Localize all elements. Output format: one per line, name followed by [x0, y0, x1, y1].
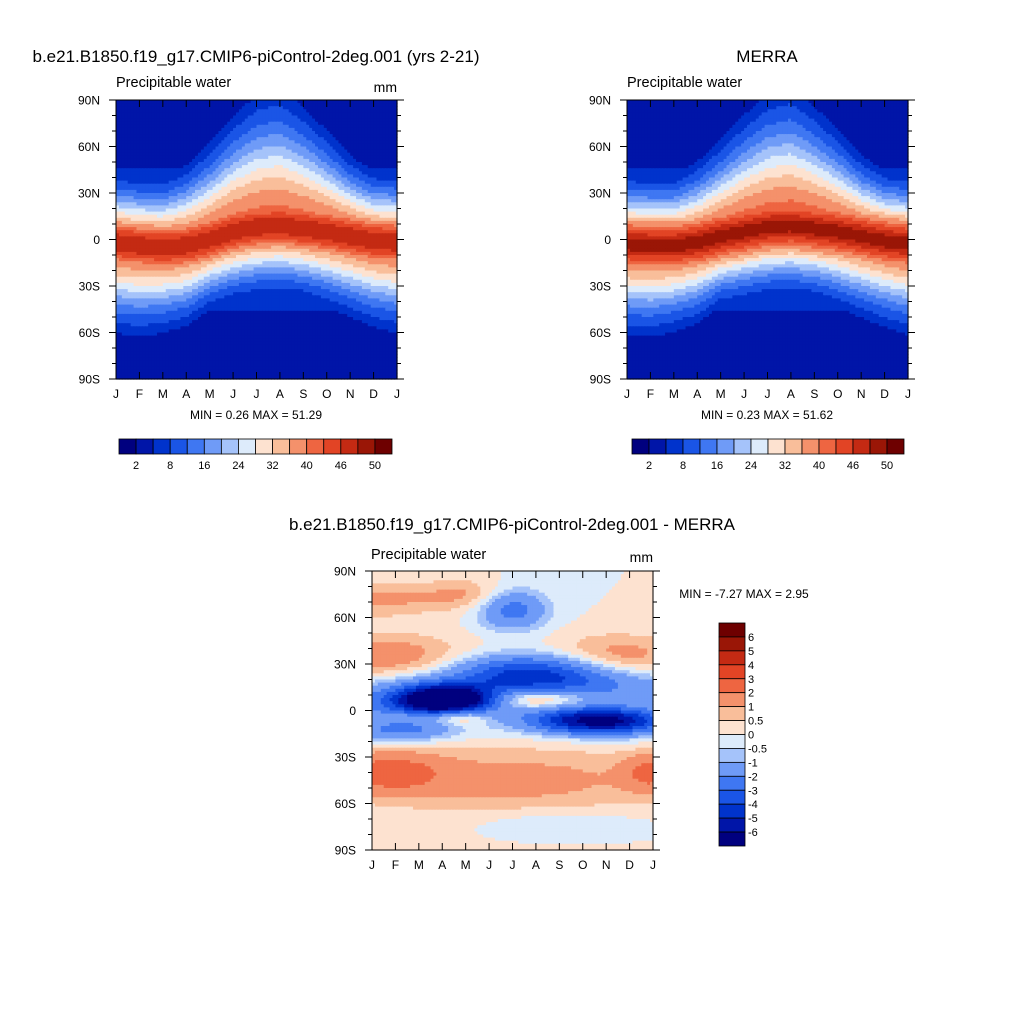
panel-title: b.e21.B1850.f19_g17.CMIP6-piControl-2deg…	[33, 47, 480, 66]
panel-subtitle: Precipitable water	[116, 75, 231, 91]
contour-fill	[116, 100, 398, 380]
units-label: mm	[374, 79, 397, 95]
panel-model: b.e21.B1850.f19_g17.CMIP6-piControl-2deg…	[33, 47, 480, 472]
